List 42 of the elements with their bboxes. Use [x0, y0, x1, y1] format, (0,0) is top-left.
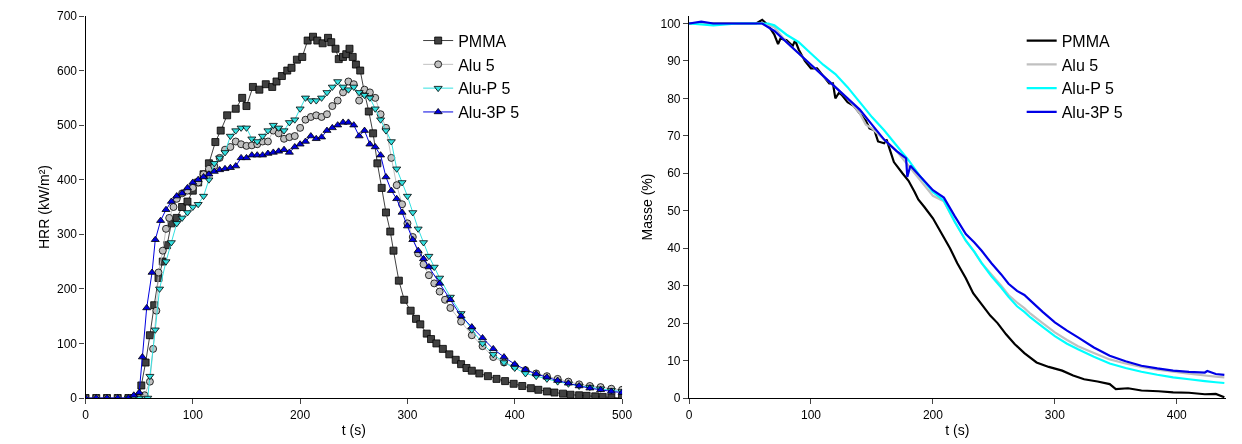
y-tick-label: 500 [56, 118, 78, 133]
x-axis-title: t (s) [945, 421, 970, 438]
y-tick-label: 200 [56, 282, 78, 297]
y-tick-label: 40 [667, 241, 681, 256]
legend-label: Alu 5 [458, 56, 495, 74]
y-tick-label: 100 [660, 16, 681, 31]
x-tick-label: 300 [1044, 407, 1066, 422]
x-tick-label: 400 [1166, 407, 1188, 422]
y-tick-label: 50 [667, 203, 681, 218]
legend-label: Alu 5 [1061, 56, 1099, 74]
y-tick-label: 10 [667, 353, 681, 368]
y-tick-label: 70 [667, 129, 681, 144]
legend-label: Alu-P 5 [458, 80, 511, 98]
y-tick-label: 0 [70, 391, 78, 406]
x-tick-label: 100 [182, 407, 204, 422]
x-tick-label: 200 [922, 407, 944, 422]
legend-label: Alu-3P 5 [1061, 104, 1123, 122]
y-tick-label: 0 [673, 391, 681, 406]
x-axis-title: t (s) [341, 421, 366, 438]
x-tick-label: 500 [612, 407, 633, 422]
x-tick-label: 0 [82, 407, 90, 422]
y-tick-label: 600 [56, 63, 78, 78]
y-tick-label: 30 [667, 278, 681, 293]
x-tick-label: 0 [685, 407, 693, 422]
x-tick-label: 300 [397, 407, 418, 422]
legend-label: Alu-3P 5 [458, 104, 520, 122]
x-tick-label: 400 [504, 407, 526, 422]
y-tick-label: 90 [667, 54, 681, 69]
y-tick-label: 300 [56, 227, 78, 242]
legend-label: Alu-P 5 [1061, 80, 1114, 98]
legend-label: PMMA [1061, 32, 1111, 50]
y-tick-label: 60 [667, 166, 681, 181]
y-tick-label: 100 [56, 336, 78, 351]
y-axis-title: Masse (%) [639, 173, 656, 241]
legend-label: PMMA [458, 32, 507, 50]
y-tick-label: 700 [56, 9, 78, 24]
y-tick-label: 20 [667, 316, 681, 331]
y-tick-label: 80 [667, 91, 681, 106]
x-tick-label: 100 [800, 407, 822, 422]
y-tick-label: 400 [56, 172, 78, 187]
y-axis-title: HRR (kW/m²) [35, 165, 52, 249]
x-tick-label: 200 [290, 407, 311, 422]
